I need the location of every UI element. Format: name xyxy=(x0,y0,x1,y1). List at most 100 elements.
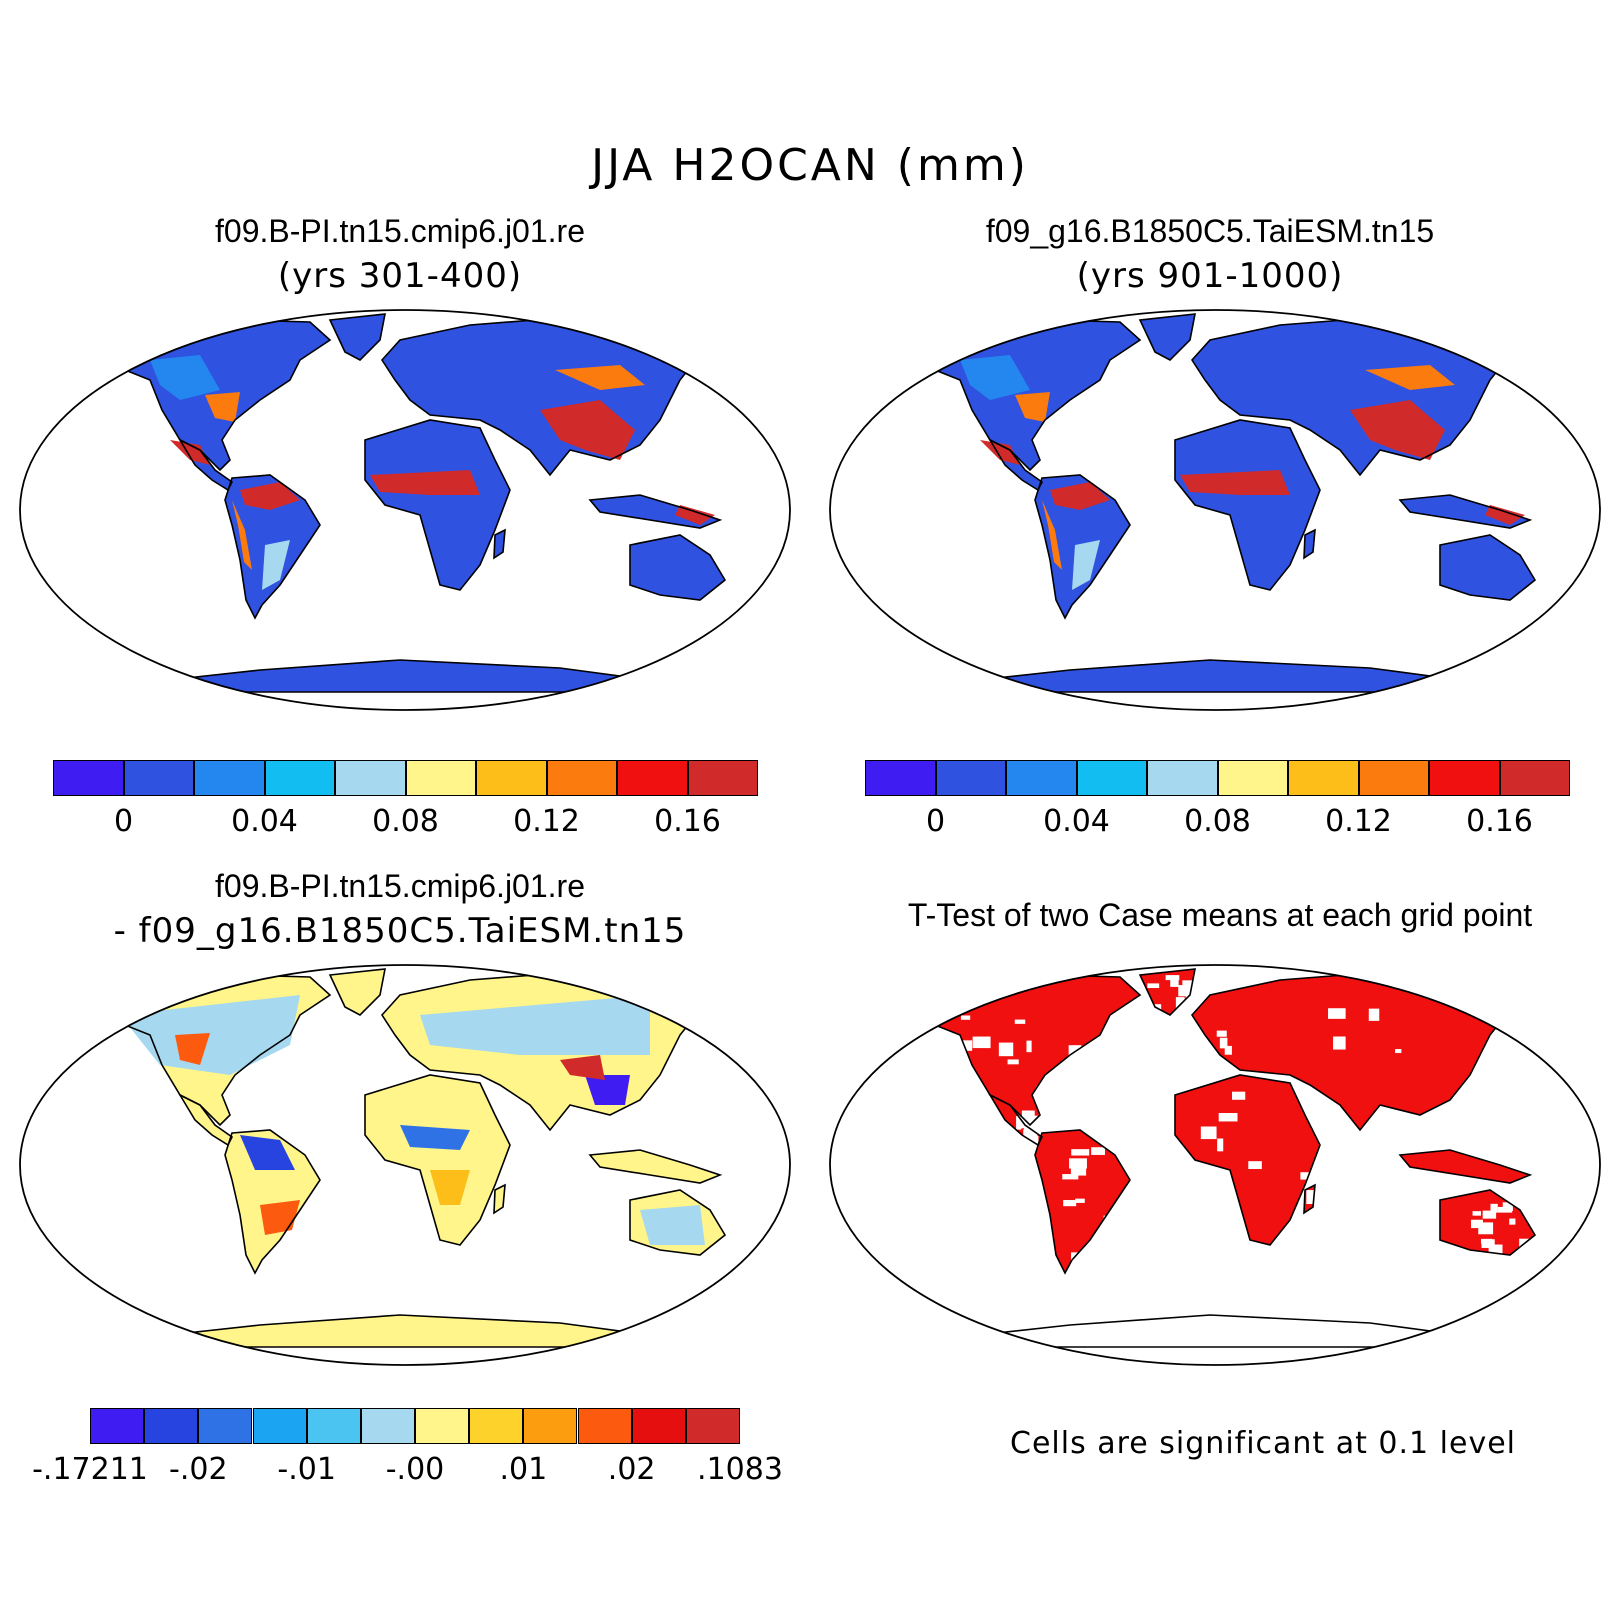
map-border xyxy=(829,964,1601,1366)
nonsignificant-cell xyxy=(1219,1037,1228,1049)
colorbar-tick-label: 0.08 xyxy=(372,804,439,839)
nonsignificant-cell xyxy=(960,1015,971,1020)
nonsignificant-cell xyxy=(1200,1126,1217,1140)
nonsignificant-cell xyxy=(1480,1238,1493,1244)
continent-africa xyxy=(1175,420,1320,590)
continent-south-america xyxy=(225,1130,320,1273)
nonsignificant-cell xyxy=(1509,1218,1516,1225)
nonsignificant-cell xyxy=(1519,1238,1535,1250)
field-region xyxy=(1365,365,1455,390)
field-region xyxy=(1050,482,1110,510)
coastline xyxy=(364,419,511,591)
nonsignificant-cell xyxy=(1231,1091,1246,1100)
field-region xyxy=(1485,505,1525,525)
field-region xyxy=(1350,400,1445,460)
nonsignificant-cell xyxy=(1023,1125,1043,1133)
panel-3-title: f09.B-PI.tn15.cmip6.j01.re xyxy=(215,868,585,904)
nonsignificant-cell xyxy=(1248,1161,1262,1170)
field-region xyxy=(980,440,1020,465)
nonsignificant-cell xyxy=(1182,980,1193,989)
continent-antarctica xyxy=(960,660,1470,692)
coastline xyxy=(1174,419,1321,591)
colorbar-tick-label: -.00 xyxy=(385,1452,445,1487)
coastline xyxy=(224,1129,321,1275)
field-region xyxy=(555,365,645,390)
continent-australia xyxy=(630,535,725,600)
continent-antarctica xyxy=(150,660,660,692)
map-panel-2 xyxy=(829,309,1601,711)
coastline xyxy=(328,313,386,361)
nonsignificant-cell xyxy=(1007,1059,1019,1065)
colorbar-tick-label: 0.04 xyxy=(231,804,298,839)
field-region xyxy=(1072,540,1100,590)
nonsignificant-cell xyxy=(1497,1206,1513,1213)
figure-title: JJA H2OCAN (mm) xyxy=(591,140,1029,191)
nonsignificant-cell xyxy=(1311,1199,1329,1204)
coastline xyxy=(493,1183,506,1215)
nonsignificant-cell xyxy=(1395,1049,1402,1054)
field-region xyxy=(560,1055,605,1080)
colorbar-box xyxy=(546,760,617,796)
colorbar-box xyxy=(53,760,124,796)
continent-europe-asia xyxy=(1192,973,1510,1130)
nonsignificant-cell xyxy=(1063,1200,1077,1207)
continent-central-america xyxy=(180,1095,232,1145)
colorbar-box xyxy=(360,1408,415,1444)
continent-madagascar xyxy=(494,530,505,558)
coastline xyxy=(588,1149,723,1184)
colorbar-tick-label: 0.16 xyxy=(1466,804,1533,839)
colorbar-tick-label: -.02 xyxy=(169,1452,228,1487)
coastline xyxy=(1398,1149,1533,1184)
nonsignificant-cell xyxy=(1148,1004,1162,1015)
map-border xyxy=(19,309,791,711)
field-region xyxy=(262,540,290,590)
colorbar-box xyxy=(1076,760,1147,796)
field-region xyxy=(585,1075,630,1105)
nonsignificant-cell xyxy=(1075,1198,1085,1203)
continent-madagascar xyxy=(1304,530,1315,558)
colorbar-box xyxy=(1499,760,1570,796)
coastline xyxy=(364,1074,511,1246)
nonsignificant-cell xyxy=(1014,1019,1026,1024)
continent-africa xyxy=(365,420,510,590)
colorbar-box xyxy=(1006,760,1077,796)
field-region xyxy=(1042,500,1062,570)
colorbar-box xyxy=(935,760,1006,796)
colorbar-box xyxy=(1217,760,1288,796)
nonsignificant-cell xyxy=(1333,1036,1346,1050)
nonsignificant-cell xyxy=(1218,1113,1238,1122)
nonsignificant-cell xyxy=(1185,995,1198,1010)
colorbar-tick-label: .02 xyxy=(607,1452,656,1487)
coastline xyxy=(97,974,332,1127)
panel-1-subtitle: (yrs 301-400) xyxy=(277,256,523,296)
map-panel-1 xyxy=(19,309,791,711)
field-region xyxy=(175,1033,210,1065)
colorbar-panel-2: 0 0.04 0.08 0.12 0.16 xyxy=(865,760,1570,839)
nonsignificant-cell xyxy=(1016,1116,1022,1130)
colorbar-tick-label: 0.16 xyxy=(654,804,721,839)
nonsignificant-cell xyxy=(1070,1166,1087,1176)
coastline xyxy=(1398,494,1533,529)
panel-4-title: T-Test of two Case means at each grid po… xyxy=(907,897,1533,933)
colorbar-box xyxy=(90,1408,145,1444)
nonsignificant-cell xyxy=(1470,1219,1483,1229)
nonsignificant-cell xyxy=(1328,1008,1346,1019)
colorbar-tick-label: 0.12 xyxy=(1325,804,1392,839)
colorbar-box xyxy=(469,1408,524,1444)
continent-australia xyxy=(1440,535,1535,600)
field-region xyxy=(232,500,252,570)
nonsignificant-cell xyxy=(1026,1040,1032,1053)
nonsignificant-cell xyxy=(1472,1211,1481,1216)
field-region xyxy=(540,400,635,460)
colorbar-box xyxy=(577,1408,632,1444)
nonsignificant-cell xyxy=(1147,983,1160,989)
colorbar-box xyxy=(1358,760,1429,796)
nonsignificant-cell xyxy=(1490,1203,1498,1213)
colorbar-box xyxy=(687,760,758,796)
nonsignificant-cell xyxy=(1482,1210,1497,1219)
map-panel-4 xyxy=(829,964,1601,1366)
coastline xyxy=(1034,1129,1131,1275)
field-region xyxy=(430,1170,470,1205)
field-region xyxy=(960,355,1030,400)
nonsignificant-cell xyxy=(1103,1215,1110,1225)
